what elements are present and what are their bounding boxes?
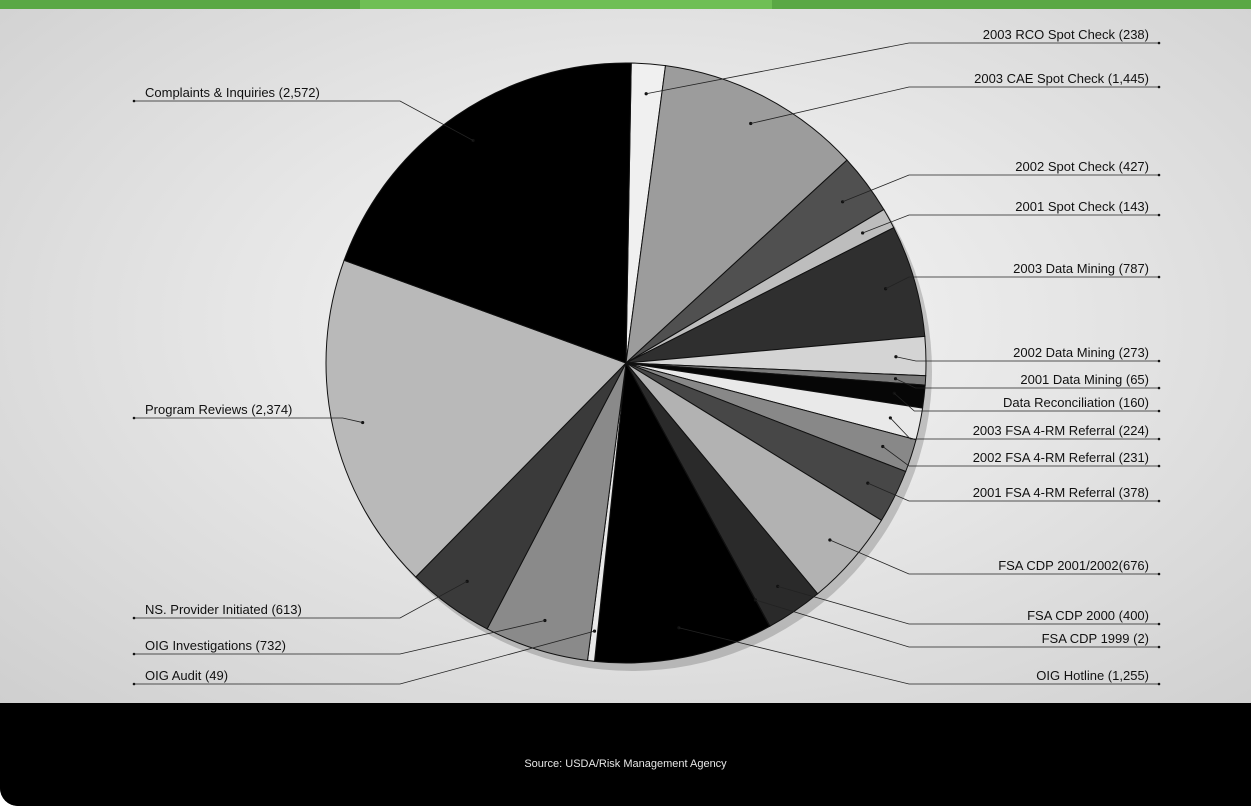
leader-end-dot <box>132 416 136 420</box>
leader-line <box>882 446 1159 467</box>
slice-label: FSA CDP 2000 (400) <box>1027 608 1149 623</box>
leader-line <box>678 627 1159 685</box>
slice-label: OIG Audit (49) <box>145 668 228 683</box>
leader-line <box>895 378 1159 389</box>
slice-label: 2002 Spot Check (427) <box>1015 159 1149 174</box>
leader-dot <box>543 618 547 623</box>
leader-line <box>646 42 1159 95</box>
leader-end-dot <box>1157 359 1161 363</box>
slice-label: 2003 Data Mining (787) <box>1013 261 1149 276</box>
leader-end-dot <box>132 682 136 686</box>
slice-label: OIG Hotline (1,255) <box>1036 668 1149 683</box>
leader-end-dot <box>1157 437 1161 441</box>
footer-bar <box>0 703 1251 806</box>
leader-line <box>755 599 1159 648</box>
slice-label: Program Reviews (2,374) <box>145 402 292 417</box>
leader-line <box>134 620 546 655</box>
leader-dot <box>592 629 597 633</box>
slice-label: NS. Provider Initiated (613) <box>145 602 302 617</box>
leader-end-dot <box>1157 173 1161 177</box>
leader-end-dot <box>1157 409 1161 413</box>
leader-line <box>895 356 1159 362</box>
slice-label: 2003 CAE Spot Check (1,445) <box>974 71 1149 86</box>
leader-line <box>134 630 595 685</box>
leader-end-dot <box>1157 41 1161 45</box>
top-accent-highlight <box>360 0 772 9</box>
chart-panel: 2003 RCO Spot Check (238) 2003 CAE Spot C… <box>0 9 1251 703</box>
leader-end-dot <box>132 652 136 656</box>
source-note: Source: USDA/Risk Management Agency <box>524 758 727 770</box>
pie-slice <box>325 259 627 578</box>
pie-chart: 2003 RCO Spot Check (238) 2003 CAE Spot C… <box>132 27 1161 686</box>
leader-line <box>894 392 1159 412</box>
leader-line <box>134 100 474 141</box>
slice-label: FSA CDP 2001/2002(676) <box>998 558 1149 573</box>
leader-end-dot <box>132 99 136 103</box>
slice-label: 2001 Spot Check (143) <box>1015 199 1149 214</box>
slice-label: FSA CDP 1999 (2) <box>1042 631 1149 646</box>
leader-end-dot <box>1157 622 1161 626</box>
leader-line <box>777 585 1159 625</box>
pie-slices <box>325 62 927 664</box>
leader-line <box>842 174 1159 203</box>
leader-end-dot <box>1157 464 1161 468</box>
leader-line <box>750 86 1159 124</box>
leader-line <box>885 276 1159 290</box>
leader-end-dot <box>1157 386 1161 390</box>
leader-line <box>867 482 1159 502</box>
slice-label: 2003 RCO Spot Check (238) <box>983 27 1149 42</box>
slice-label: Data Reconciliation (160) <box>1003 395 1149 410</box>
slice-label: 2001 Data Mining (65) <box>1020 372 1149 387</box>
leader-end-dot <box>1157 645 1161 649</box>
slice-label: OIG Investigations (732) <box>145 638 286 653</box>
pie-labels: 2003 RCO Spot Check (238) 2003 CAE Spot C… <box>132 27 1161 686</box>
leader-end-dot <box>1157 499 1161 503</box>
pie-slice <box>625 65 848 365</box>
pie-slice <box>593 361 771 664</box>
leader-line <box>829 539 1159 575</box>
slice-label: 2001 FSA 4-RM Referral (378) <box>973 485 1149 500</box>
leader-line <box>134 580 468 619</box>
slice-label: 2002 FSA 4-RM Referral (231) <box>973 450 1149 465</box>
slice-label: 2003 FSA 4-RM Referral (224) <box>973 423 1149 438</box>
leader-end-dot <box>1157 572 1161 576</box>
leader-line <box>134 417 363 423</box>
leader-end-dot <box>1157 85 1161 89</box>
leader-end-dot <box>1157 213 1161 217</box>
leader-end-dot <box>1157 275 1161 279</box>
leader-end-dot <box>1157 682 1161 686</box>
slice-label: 2002 Data Mining (273) <box>1013 345 1149 360</box>
leader-line <box>890 417 1159 440</box>
slice-label: Complaints & Inquiries (2,572) <box>145 85 320 100</box>
pie-slice <box>343 62 632 364</box>
leader-line <box>862 214 1159 234</box>
leader-end-dot <box>132 616 136 620</box>
